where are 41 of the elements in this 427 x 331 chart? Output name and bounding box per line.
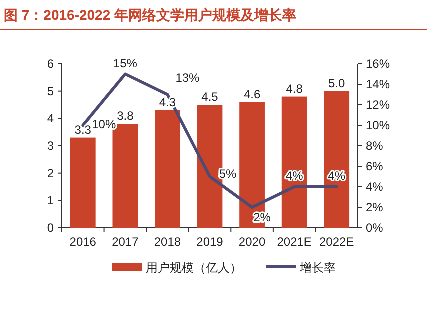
data-label: 3.8	[117, 109, 134, 124]
data-label: 4.6	[244, 87, 261, 102]
chart-title: 图 7：2016-2022 年网络文学用户规模及增长率	[4, 7, 297, 23]
y2-tick-label: 10%	[366, 118, 390, 132]
data-label: 10%	[92, 118, 116, 132]
data-label: 5.0	[328, 76, 346, 90]
y-tick-label: 1	[47, 194, 54, 208]
y2-tick-label: 16%	[366, 57, 390, 71]
x-tick-label: 2016	[70, 235, 97, 249]
y-tick-label: 2	[47, 166, 54, 180]
x-tick-label: 2019	[196, 235, 224, 249]
x-tick-label: 2022E	[320, 235, 354, 249]
data-label: 4.8	[286, 82, 304, 96]
y2-tick-label: 12%	[366, 98, 390, 112]
bar	[324, 91, 350, 228]
x-tick-label: 2017	[112, 235, 140, 249]
data-label: 3.3	[74, 122, 92, 137]
y-tick-label: 3	[47, 139, 54, 153]
legend-label: 用户规模（亿人）	[146, 261, 242, 275]
data-label: 4%	[286, 169, 304, 183]
data-label: 4.5	[202, 90, 219, 104]
y-tick-label: 0	[47, 221, 54, 235]
legend-label: 增长率	[299, 261, 336, 275]
y2-tick-label: 4%	[366, 180, 384, 194]
y-tick-label: 5	[47, 84, 54, 98]
bar	[282, 96, 308, 228]
data-label: 4%	[328, 169, 346, 183]
y-tick-label: 4	[47, 112, 54, 126]
y2-tick-label: 0%	[366, 221, 384, 235]
bar	[155, 110, 180, 228]
y-tick-label: 6	[47, 57, 54, 71]
x-tick-label: 2018	[154, 235, 182, 249]
data-label: 15%	[113, 56, 138, 70]
bar	[70, 138, 96, 228]
x-tick-label: 2021E	[277, 235, 312, 249]
data-label: 13%	[176, 70, 200, 85]
y2-tick-label: 8%	[366, 139, 384, 153]
y2-tick-label: 6%	[366, 160, 384, 174]
y2-tick-label: 2%	[366, 200, 384, 214]
x-tick-label: 2020	[238, 235, 266, 249]
y2-tick-label: 14%	[366, 78, 390, 92]
